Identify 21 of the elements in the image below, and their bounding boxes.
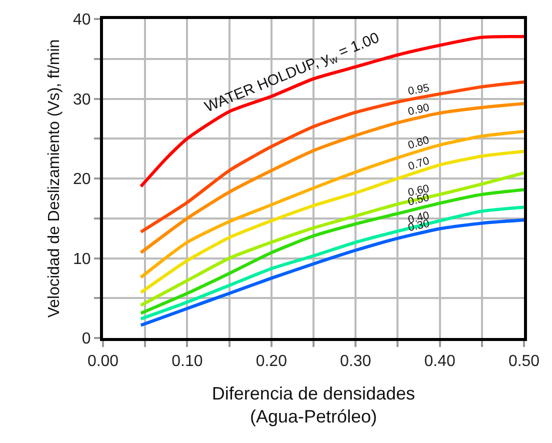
y-tick-label: 30 (73, 91, 91, 108)
line-series (139, 171, 524, 307)
y-tick-label: 20 (73, 171, 91, 188)
y-tick-label: 10 (73, 250, 91, 268)
x-axis-title: Diferencia de densidades (Agua-Petróleo) (212, 383, 416, 427)
x-tick-label: 0.50 (508, 353, 540, 370)
text: 0.95 (407, 82, 430, 98)
x-tick-label: 0.40 (424, 353, 456, 370)
line-series (139, 130, 524, 279)
text: 0.80 (406, 134, 431, 152)
y-tick-label: 40 (73, 12, 91, 29)
line-series (139, 150, 524, 294)
text: 0.90 (406, 102, 430, 118)
line-series (139, 206, 524, 320)
x-tick-label: 0.30 (340, 353, 372, 370)
y-axis-title: Velocidad de Deslizamiento (Vs), ft/min (46, 39, 63, 318)
text: 0.70 (406, 155, 431, 173)
y-tick-label: 0 (82, 330, 91, 348)
x-tick-label: 0.20 (256, 353, 288, 370)
x-tick-label: 0.00 (87, 353, 119, 370)
x-tick-label: 0.10 (172, 353, 203, 370)
